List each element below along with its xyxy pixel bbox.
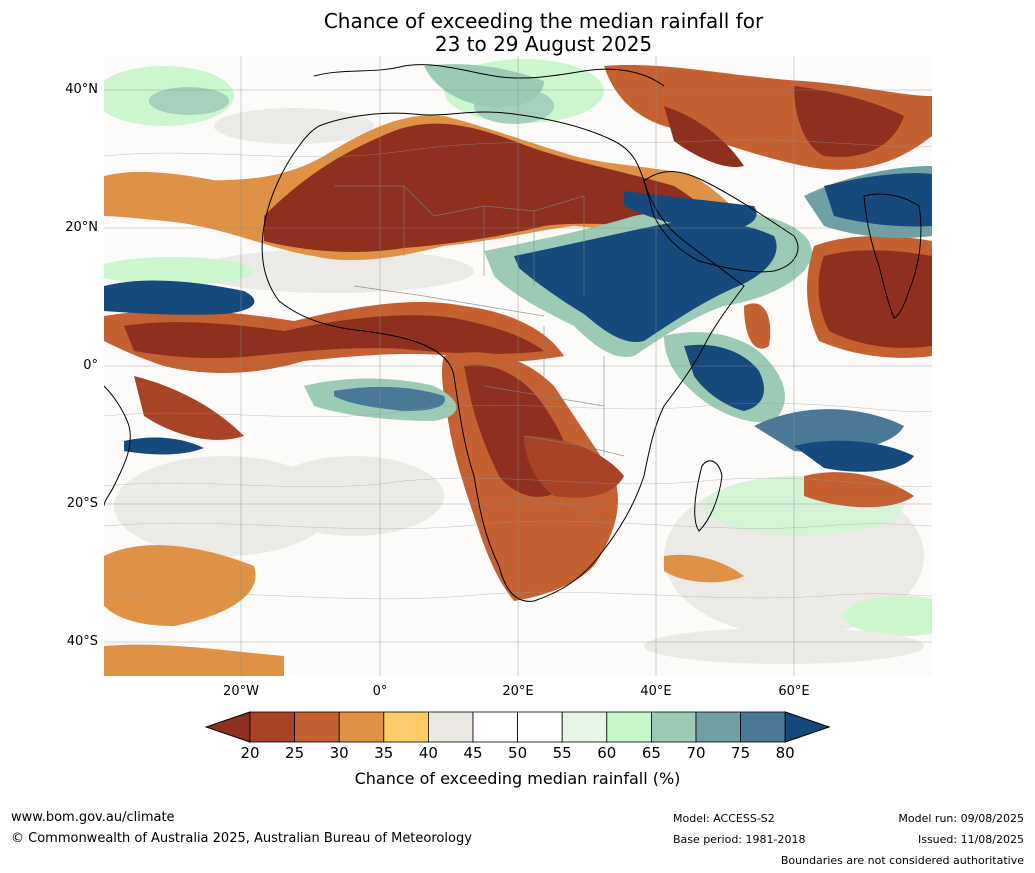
issued-date: Issued: 11/08/2025 bbox=[917, 833, 1024, 846]
country-boundaries bbox=[334, 185, 625, 527]
title-line-1: Chance of exceeding the median rainfall … bbox=[323, 9, 764, 33]
colorbar-tick-label: 35 bbox=[374, 744, 394, 762]
colorbar-label: Chance of exceeding median rainfall (%) bbox=[354, 769, 681, 788]
rainfall-probability-map bbox=[104, 56, 932, 676]
colorbar-tick-label: 20 bbox=[240, 744, 260, 762]
lon-label-20e: 20°E bbox=[502, 684, 534, 699]
lat-label-40n: 40°N bbox=[65, 82, 98, 97]
colorbar-cell bbox=[561, 711, 608, 743]
colorbar-tick-label: 40 bbox=[418, 744, 438, 762]
lon-label-0: 0° bbox=[372, 684, 388, 699]
colorbar-cell bbox=[695, 711, 741, 743]
colorbar-tick-label: 45 bbox=[463, 744, 483, 762]
copyright-notice: © Commonwealth of Australia 2025, Austra… bbox=[11, 831, 472, 846]
colorbar-tick-label: 55 bbox=[552, 744, 572, 762]
colorbar-cell bbox=[383, 711, 429, 743]
lon-label-20w: 20°W bbox=[223, 684, 259, 699]
colorbar-cell bbox=[650, 711, 697, 743]
lon-label-60e: 60°E bbox=[778, 684, 810, 699]
colorbar-tick-label: 30 bbox=[329, 744, 349, 762]
colorbar-cell bbox=[606, 711, 652, 743]
lon-label-40e: 40°E bbox=[640, 684, 672, 699]
website-link[interactable]: www.bom.gov.au/climate bbox=[11, 810, 175, 825]
colorbar-cell bbox=[249, 711, 295, 743]
lat-label-40s: 40°S bbox=[66, 634, 98, 649]
colorbar-tick-label: 25 bbox=[285, 744, 305, 762]
lat-label-20s: 20°S bbox=[66, 496, 98, 511]
title-line-2: 23 to 29 August 2025 bbox=[434, 32, 653, 56]
colorbar-cell bbox=[517, 711, 563, 743]
lat-label-0: 0° bbox=[83, 358, 98, 373]
colorbar-cells bbox=[205, 711, 830, 743]
base-period: Base period: 1981-2018 bbox=[673, 833, 806, 846]
boundaries-disclaimer: Boundaries are not considered authoritat… bbox=[780, 854, 1024, 867]
colorbar-cell bbox=[740, 711, 786, 743]
map-title: Chance of exceeding the median rainfall … bbox=[0, 10, 1035, 56]
colorbar-cell bbox=[427, 711, 474, 743]
colorbar-cell bbox=[338, 711, 385, 743]
colorbar-tick-label: 80 bbox=[775, 744, 795, 762]
colorbar-cell bbox=[472, 711, 518, 743]
colorbar bbox=[205, 711, 830, 743]
coastline bbox=[104, 64, 922, 602]
model-name: Model: ACCESS-S2 bbox=[673, 812, 775, 825]
colorbar-tick-label: 50 bbox=[508, 744, 528, 762]
wet-anomaly-regions bbox=[104, 64, 932, 472]
colorbar-arrow-low bbox=[205, 711, 251, 743]
colorbar-tick-label: 60 bbox=[597, 744, 617, 762]
colorbar-arrow-high bbox=[784, 711, 830, 743]
map-svg bbox=[104, 56, 932, 676]
model-run-date: Model run: 09/08/2025 bbox=[898, 812, 1024, 825]
colorbar-tick-label: 75 bbox=[731, 744, 751, 762]
dry-anomaly-regions bbox=[104, 64, 932, 676]
colorbar-tick-label: 65 bbox=[641, 744, 661, 762]
contour-lines bbox=[104, 139, 932, 600]
graticule bbox=[104, 56, 932, 676]
colorbar-tick-label: 70 bbox=[686, 744, 706, 762]
colorbar-cell bbox=[294, 711, 340, 743]
lat-label-20n: 20°N bbox=[65, 220, 98, 235]
